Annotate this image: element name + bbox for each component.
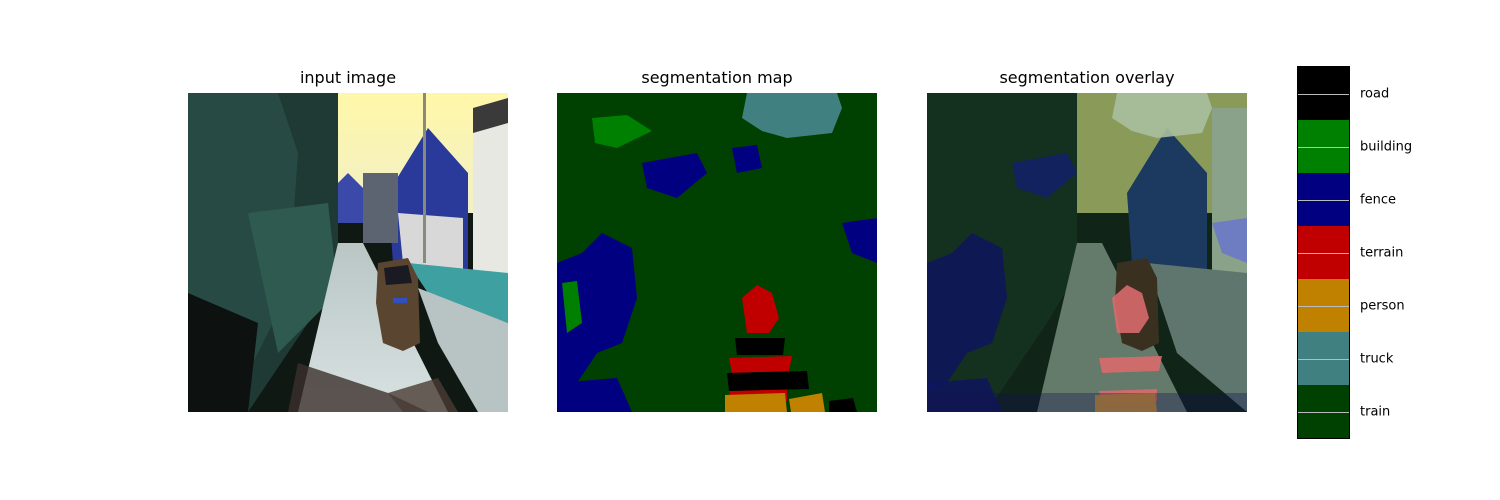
colorbar-tick: [1298, 146, 1349, 148]
colorbar-label-building: building: [1360, 139, 1413, 154]
segmentation-overlay-drawing: [927, 93, 1247, 412]
colorbar-swatch-person: [1298, 279, 1349, 332]
colorbar-tick: [1298, 252, 1349, 254]
colorbar-swatch-train: [1298, 385, 1349, 438]
colorbar-label-truck: truck: [1360, 351, 1394, 366]
segmentation-map-drawing: [557, 93, 877, 412]
colorbar-label-train: train: [1360, 404, 1391, 419]
colorbar-label-road: road: [1360, 86, 1390, 101]
segmentation-overlay-title: segmentation overlay: [999, 68, 1175, 87]
input-image: [188, 93, 508, 412]
colorbar-tick: [1298, 199, 1349, 201]
colorbar-label-fence: fence: [1360, 192, 1396, 207]
colorbar-swatch-terrain: [1298, 226, 1349, 279]
colorbar-label-person: person: [1360, 298, 1405, 313]
colorbar-swatch-building: [1298, 120, 1349, 173]
colorbar-tick: [1298, 93, 1349, 95]
class-colorbar: [1297, 66, 1350, 439]
segmentation-overlay: [927, 93, 1247, 412]
colorbar-label-terrain: terrain: [1360, 245, 1404, 260]
colorbar-tick: [1298, 411, 1349, 413]
colorbar-swatch-truck: [1298, 332, 1349, 385]
colorbar-swatch-road: [1298, 67, 1349, 120]
input-image-drawing: [188, 93, 508, 412]
colorbar-tick: [1298, 305, 1349, 307]
input-image-title: input image: [299, 68, 397, 87]
colorbar-swatch-fence: [1298, 173, 1349, 226]
segmentation-map: [557, 93, 877, 412]
colorbar-tick: [1298, 358, 1349, 360]
segmentation-map-title: segmentation map: [641, 68, 793, 87]
